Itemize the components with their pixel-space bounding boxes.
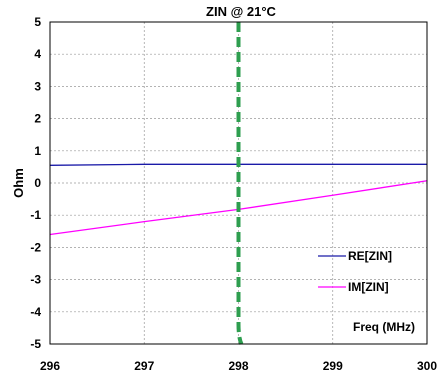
y-tick-label: 2 [34,112,41,126]
y-tick-label: 0 [34,176,41,190]
plot-frame [49,21,428,345]
y-tick-label: 5 [34,15,41,29]
y-tick-label: -3 [30,273,41,287]
x-tick-label: 299 [323,359,343,373]
x-tick-labels: 296 297 298 299 300 [40,359,437,373]
legend: RE[ZIN] IM[ZIN] [318,249,392,294]
x-tick-label: 300 [417,359,437,373]
y-tick-label: 3 [34,79,41,93]
y-tick-label: 4 [34,47,41,61]
y-tick-labels: -5 -4 -3 -2 -1 0 1 2 3 4 5 [30,15,41,351]
x-axis-label: Freq (MHz) [353,320,415,334]
y-tick-label: -5 [30,337,41,351]
y-tick-label: -4 [30,305,41,319]
y-axis-label: Ohm [11,168,26,198]
marker-line [236,22,244,345]
y-tick-label: -2 [30,240,41,254]
y-tick-label: 1 [34,144,41,158]
x-tick-label: 297 [134,359,154,373]
y-tick-label: -1 [30,208,41,222]
x-tick-label: 298 [228,359,248,373]
chart-title: ZIN @ 21°C [206,4,276,19]
x-tick-label: 296 [40,359,60,373]
legend-label: IM[ZIN] [348,280,389,294]
legend-label: RE[ZIN] [348,249,392,263]
marker-line-group [236,22,244,345]
